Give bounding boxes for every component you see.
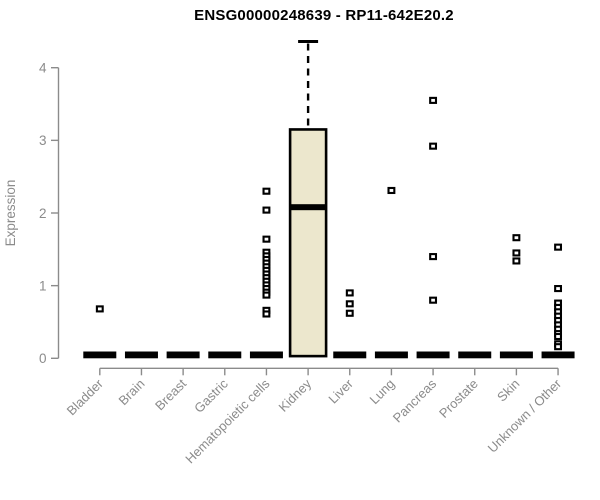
outlier-point [262,291,271,299]
y-tick-label: 4 [39,61,47,76]
x-category-label: Liver [325,376,356,407]
x-category-label: Lung [366,376,397,407]
collapsed-box [333,351,367,359]
x-category-label: Skin [494,376,522,404]
x-category-label: Kidney [276,376,315,415]
x-category-label: Unknown / Other [485,376,565,456]
y-axis-title: Expression [3,180,18,247]
x-category-label: Brain [116,376,148,408]
outlier-point [554,285,563,293]
outlier-point [345,309,354,317]
chart-title: ENSG00000248639 - RP11-642E20.2 [194,7,454,24]
y-tick-label: 1 [39,278,47,293]
collapsed-box [166,351,200,359]
outlier-point [262,310,271,318]
outlier-point [429,296,438,304]
median-line [290,204,327,211]
collapsed-box [208,351,242,359]
outlier-point [262,235,271,243]
outlier-point [345,300,354,308]
iqr-box [288,128,328,358]
outlier-point [512,249,521,257]
collapsed-box [83,351,117,359]
outlier-point [262,206,271,214]
collapsed-box [458,351,492,359]
x-category-label: Bladder [64,376,107,419]
collapsed-box [249,351,283,359]
outlier-point [345,289,354,297]
outlier-point [95,305,104,313]
y-tick-label: 0 [39,351,47,366]
y-tick-label: 2 [39,206,47,221]
x-category-label: Pancreas [390,376,440,426]
outlier-point [512,257,521,265]
collapsed-box [541,351,575,359]
x-category-label: Gastric [191,376,231,416]
outlier-point [554,343,563,351]
collapsed-box [499,351,533,359]
collapsed-box [124,351,158,359]
collapsed-box [374,351,408,359]
outlier-point [429,253,438,261]
x-category-label: Prostate [436,376,481,421]
x-category-label: Breast [152,376,189,413]
outlier-point [554,332,563,341]
outlier-point [429,96,438,104]
outlier-point [554,243,563,251]
outlier-point [262,187,271,195]
y-tick-label: 3 [39,133,47,148]
outlier-point [512,234,521,242]
collapsed-box [416,351,450,359]
outlier-point [387,186,396,195]
outlier-point [429,142,438,150]
